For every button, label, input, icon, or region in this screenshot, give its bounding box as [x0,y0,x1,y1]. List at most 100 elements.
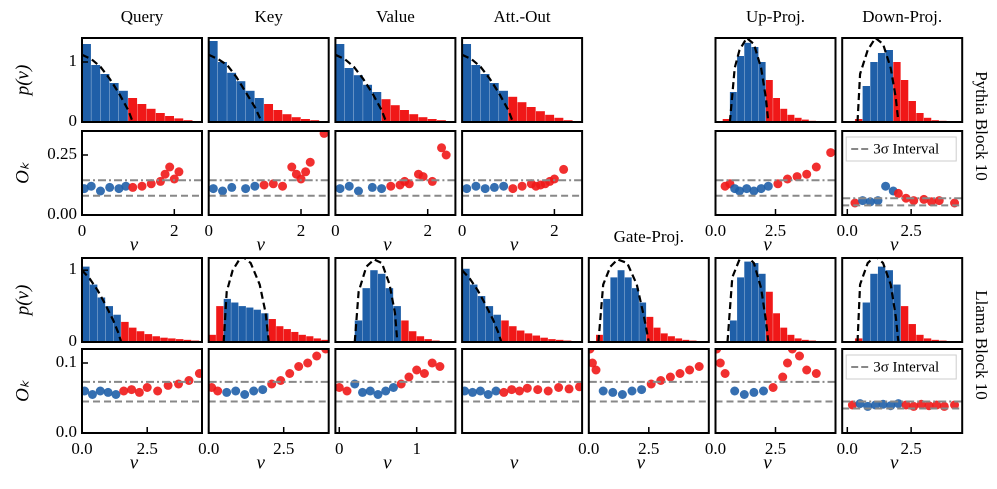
hist-bar [137,104,147,122]
point [715,358,725,368]
hist-bar [744,42,752,122]
point [103,387,113,397]
hist-bar [794,338,802,342]
hist-bar [729,320,737,342]
point [296,174,306,184]
point [427,176,437,186]
point [208,184,218,194]
point [865,197,875,207]
x-axis-label: ν [510,452,519,473]
point [165,162,175,172]
hist-bar [238,306,246,342]
row-label: Llama Block 10 [972,290,991,400]
hist-bar [253,309,261,342]
point [627,386,637,396]
panel-frame [841,130,964,216]
hist-bar [227,72,237,122]
hist-bar [489,83,499,122]
panel-title: Att.-Out [494,7,551,26]
point [86,181,96,191]
hist-bar [682,339,690,342]
point [386,181,396,191]
panel-title: Down-Proj. [862,7,942,26]
point [756,184,766,194]
hist-bar [144,334,153,342]
hist-bar [554,117,564,122]
point [574,382,583,392]
hist-bar [923,338,932,342]
point [783,358,792,368]
hist-bar [462,44,472,122]
panel [208,258,329,342]
panel-frame [714,37,837,123]
hist-bar [231,302,239,342]
hist-bar [424,339,432,342]
hist-bar [408,331,417,342]
hist-bar [617,270,625,342]
hist-bar [462,268,470,342]
panel [82,266,200,342]
point [218,186,228,196]
panel [854,38,962,122]
hist-bar [381,99,391,122]
point [241,184,251,194]
hist-bar [393,306,401,342]
point [802,169,812,179]
point [344,181,354,191]
mp-curve [728,38,770,122]
point [276,376,286,385]
panel-frame [587,257,710,343]
point [617,390,627,399]
point [231,386,241,396]
hist-bar [516,330,525,342]
panel [842,399,963,411]
point [285,369,295,378]
hist-bar [916,113,924,122]
point [194,369,202,378]
panel-frame [334,257,457,343]
hist-bar [900,80,909,122]
point [222,387,232,397]
hist-bar [264,104,274,122]
mp-curve [462,53,514,122]
point [720,369,730,378]
y-tick-label: 1 [69,259,78,278]
y-tick-label: 0 [69,111,78,130]
point [637,385,647,395]
panel [335,143,456,197]
point [134,387,144,397]
point [258,385,268,395]
hist-bar [273,110,283,122]
point [418,172,428,182]
hist-bar [313,338,321,342]
point [388,383,398,392]
point [312,351,322,361]
panel [353,258,456,342]
hist-bar [217,62,227,122]
point [783,174,792,184]
panel-frame [461,130,584,216]
x-tick-label: 2.5 [765,439,786,458]
panel-title: Up-Proj. [746,7,805,26]
point [303,358,313,368]
hist-bar [758,273,766,342]
panel [208,349,329,403]
x-tick-label: 0 [458,221,467,240]
point [499,181,509,191]
point [517,181,527,191]
hist-bar [780,108,788,122]
point [855,399,865,409]
point [591,365,601,375]
point [533,385,543,395]
panel-frame [81,37,203,123]
point [564,384,574,394]
mp-curve [222,258,270,342]
x-axis-label: ν [890,234,899,255]
hist-bar [751,263,759,342]
point [893,188,903,198]
point [294,362,304,371]
x-tick-label: 0 [78,221,87,240]
point [335,184,345,194]
point [119,386,129,396]
x-tick-label: 2.5 [137,439,158,458]
